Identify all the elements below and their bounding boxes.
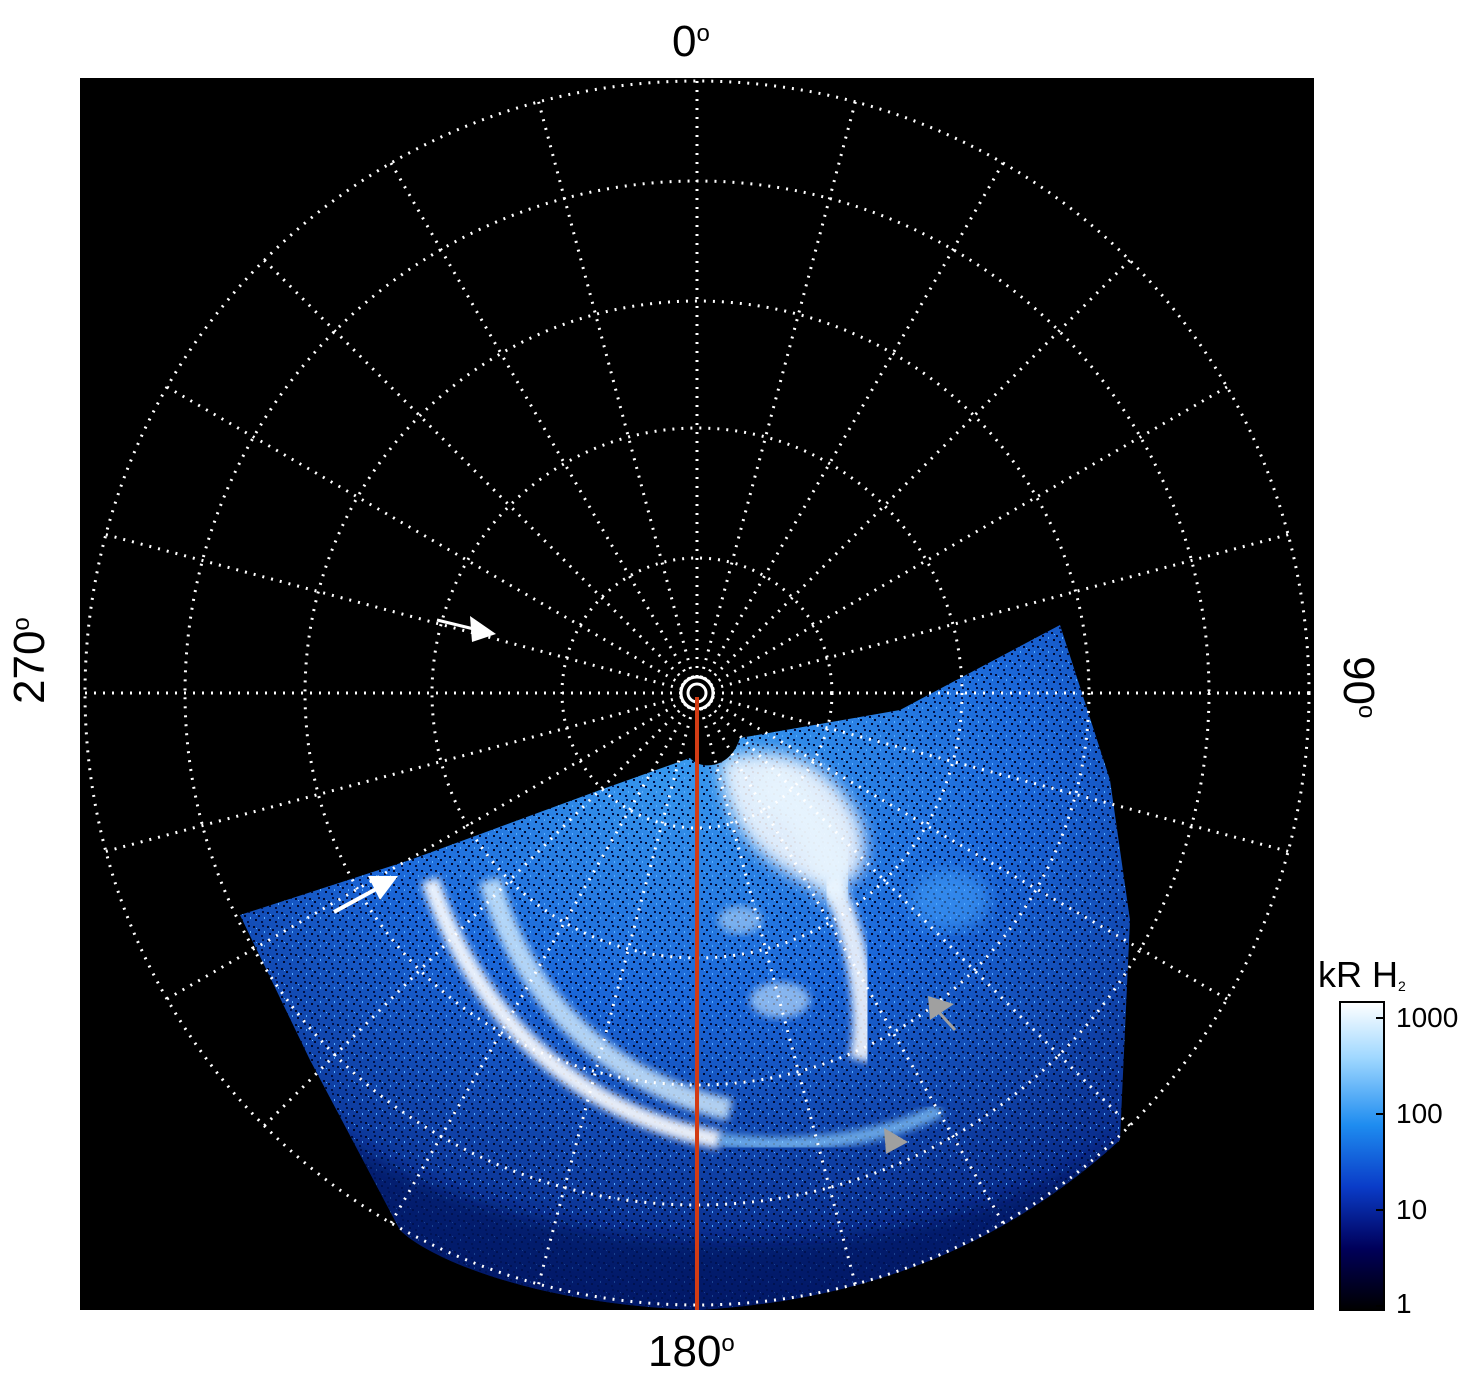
colorbar xyxy=(1339,1001,1385,1311)
meridian-line xyxy=(105,533,682,691)
meridian-line xyxy=(707,703,1131,1127)
gray-arrowhead xyxy=(884,1128,908,1154)
gray-arrowhead xyxy=(928,996,957,1032)
white-arrow xyxy=(333,876,398,914)
colorbar-tick-label: 10 xyxy=(1396,1194,1428,1225)
meridian-line xyxy=(537,708,695,1285)
meridian-line xyxy=(703,706,1005,1224)
colorbar-title: kR H2 xyxy=(1318,954,1406,995)
meridian-line xyxy=(710,699,1228,1001)
longitude-grid-lines xyxy=(85,81,1309,1305)
meridian-line xyxy=(712,533,1289,691)
meridian-line xyxy=(389,162,691,680)
meridian-line xyxy=(263,703,687,1127)
meridian-line xyxy=(166,699,684,1001)
meridian-line xyxy=(699,101,857,678)
colorbar-tick-label: 1000 xyxy=(1396,1002,1459,1033)
azimuth-label-left: 270o xyxy=(5,617,54,704)
meridian-line xyxy=(105,695,682,853)
meridian-line xyxy=(389,706,691,1224)
meridian-line xyxy=(263,259,687,683)
meridian-line xyxy=(712,695,1289,853)
meridian-line xyxy=(699,708,857,1285)
meridian-line xyxy=(166,385,684,687)
azimuth-label-bottom: 180o xyxy=(648,1327,735,1376)
azimuth-label-right: 90o xyxy=(1334,656,1383,719)
meridian-line xyxy=(703,162,1005,680)
colorbar-tick-label: 1 xyxy=(1396,1288,1412,1319)
white-arrow xyxy=(436,616,496,642)
colorbar-tick-label: 100 xyxy=(1396,1098,1443,1129)
azimuth-label-top: 0o xyxy=(672,17,710,66)
meridian-line xyxy=(707,259,1131,683)
meridian-line xyxy=(710,385,1228,687)
meridian-line xyxy=(537,101,695,678)
